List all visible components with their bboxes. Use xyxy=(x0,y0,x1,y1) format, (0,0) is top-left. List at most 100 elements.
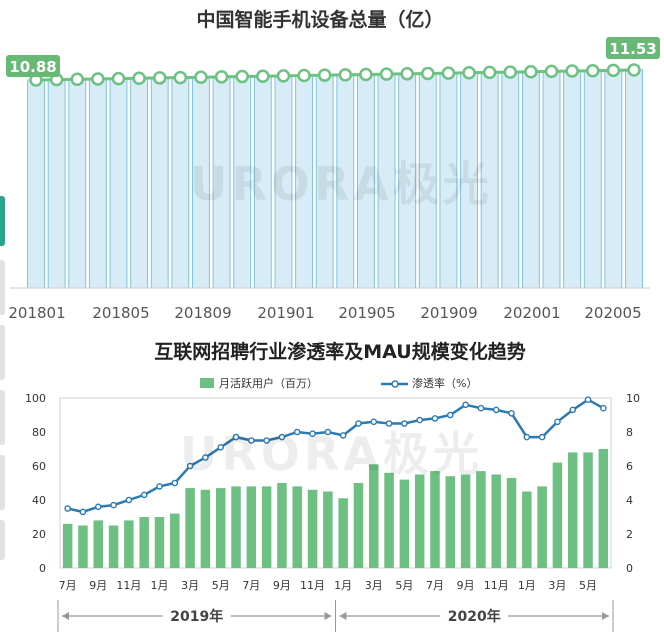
chart2-bar xyxy=(323,491,333,568)
chart2-point xyxy=(538,433,546,441)
chart2-point xyxy=(584,396,592,404)
chart1-bar xyxy=(583,70,602,289)
chart2-point xyxy=(140,491,148,499)
chart2-bar xyxy=(292,486,302,568)
chart1-point xyxy=(111,71,126,86)
chart2-bar xyxy=(522,491,532,568)
chart1-bar xyxy=(109,78,128,289)
side-tab[interactable] xyxy=(0,260,5,315)
chart1-point xyxy=(606,63,621,78)
chart2-point xyxy=(79,508,87,516)
chart2-x-tick-label: 1月 xyxy=(334,579,352,592)
chart2-bar xyxy=(338,498,348,568)
chart1-point xyxy=(70,72,84,87)
side-tab[interactable] xyxy=(0,455,5,510)
chart2-bar xyxy=(537,486,547,568)
chart2-bar xyxy=(491,474,501,568)
chart2-right-tick-label: 6 xyxy=(626,460,633,473)
chart2-x-tick-label: 3月 xyxy=(548,579,566,592)
chart1-bar xyxy=(88,78,107,289)
chart2-bar xyxy=(414,474,425,568)
chart2-x-tick-label: 7月 xyxy=(59,579,77,592)
chart1-point xyxy=(297,68,311,83)
side-tab-active[interactable] xyxy=(0,196,5,246)
chart1-point xyxy=(400,67,414,81)
chart1-point xyxy=(379,67,394,81)
chart2-bar xyxy=(399,479,410,568)
chart2-point xyxy=(293,428,301,436)
chart2-point xyxy=(64,505,71,512)
chart2-x-tick-label: 3月 xyxy=(365,579,383,592)
chart2-point xyxy=(309,430,316,438)
chart2-x-tick-label: 5月 xyxy=(579,579,597,592)
side-tab[interactable] xyxy=(0,520,5,560)
chart1-bar xyxy=(150,77,169,289)
chart1-bar xyxy=(171,77,190,289)
chart2-bar xyxy=(78,525,88,568)
chart1-x-tick-label: 201805 xyxy=(92,304,149,322)
chart1-x-tick-label: 201909 xyxy=(420,304,477,322)
chart2-x-tick-label: 1月 xyxy=(518,579,536,592)
chart2-bar xyxy=(460,474,471,568)
chart1-bar xyxy=(501,71,520,289)
chart1-x-tick-label: 201801 xyxy=(8,304,65,322)
watermark-top: URORA极光 xyxy=(190,157,493,211)
chart2-point xyxy=(339,432,347,439)
chart1-title: 中国智能手机设备总量（亿） xyxy=(196,8,443,31)
chart1-first-value: 10.88 xyxy=(9,58,56,76)
chart2-x-tick-label: 9月 xyxy=(273,579,291,592)
chart1-bar xyxy=(542,70,561,289)
chart2-bars xyxy=(62,449,609,568)
chart2-bar xyxy=(261,486,272,568)
chart2-axes: 0 20 40 60 80 100 0 2 4 6 8 10 7月 9月 11月 1月 3月 5月 7月 9月 11月 1… xyxy=(25,392,640,592)
chart1-bar xyxy=(130,77,149,289)
chart2-left-tick-label: 60 xyxy=(32,460,46,473)
chart2-x-tick-label: 9月 xyxy=(457,579,475,592)
year-range-arrow xyxy=(602,612,609,620)
chart1-x-tick-label: 202005 xyxy=(584,304,641,322)
chart2-year-band: 2019年 2020年 xyxy=(57,600,614,632)
watermark-bottom: URORA极光 xyxy=(180,427,483,481)
chart2-point xyxy=(508,409,515,417)
chart1-bar xyxy=(27,79,45,289)
chart2-left-tick-label: 0 xyxy=(39,562,46,575)
chart2-point xyxy=(462,401,469,409)
chart1-line xyxy=(29,63,641,87)
chart2-x-tick-label: 5月 xyxy=(212,579,230,592)
chart1-x-tick-label: 202001 xyxy=(503,304,560,322)
chart1-point xyxy=(524,64,538,79)
side-tab[interactable] xyxy=(0,325,5,380)
chart2-bar xyxy=(139,517,149,568)
chart2-left-tick-label: 100 xyxy=(25,392,46,405)
chart2-point xyxy=(446,411,454,419)
chart2-bar xyxy=(567,452,578,568)
chart2-bar xyxy=(384,472,394,568)
chart2-point xyxy=(492,406,500,414)
chart2-bar xyxy=(154,517,165,568)
chart1-point xyxy=(359,67,373,82)
chart2-right-tick-label: 8 xyxy=(626,426,633,439)
chart2-x-tick-label: 7月 xyxy=(242,579,260,592)
chart2-left-tick-label: 80 xyxy=(32,426,46,439)
chart2-point xyxy=(477,404,485,412)
legend-bar-swatch xyxy=(200,378,214,388)
chart2-bar xyxy=(185,488,195,568)
chart2-x-tick-label: 7月 xyxy=(426,579,444,592)
chart1-point xyxy=(276,69,291,83)
chart2-point xyxy=(202,454,209,461)
side-tab[interactable] xyxy=(0,390,5,445)
chart2-bar xyxy=(307,489,318,568)
chart2-point xyxy=(125,496,133,504)
chart1-bar xyxy=(625,69,643,289)
chart2-point xyxy=(569,406,577,414)
chart2-bar xyxy=(552,462,563,568)
chart1-point xyxy=(441,66,456,80)
chart2-bar xyxy=(246,486,257,568)
chart2-left-tick-label: 40 xyxy=(32,494,46,507)
chart2-bar xyxy=(598,449,609,568)
chart2-point xyxy=(217,443,225,451)
chart1-last-value: 11.53 xyxy=(609,40,656,58)
chart1-bar xyxy=(68,78,87,289)
chart2-point xyxy=(600,404,607,412)
